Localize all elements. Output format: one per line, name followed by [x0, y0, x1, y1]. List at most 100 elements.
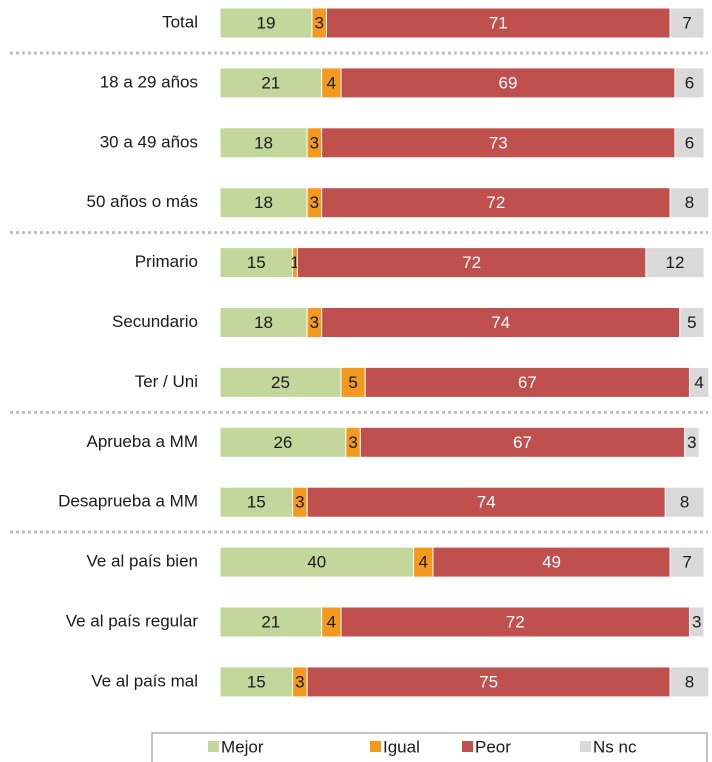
value-label: 3: [692, 612, 701, 631]
bar-segment: [296, 247, 647, 279]
value-label: 49: [542, 553, 561, 572]
bar-segment: [684, 426, 700, 458]
value-label: 74: [477, 493, 496, 512]
value-label: 15: [247, 672, 266, 691]
bar-segment: [359, 426, 686, 458]
value-label: 6: [685, 73, 694, 92]
bar-segment: [674, 127, 705, 159]
bar-segment: [664, 486, 705, 518]
bar-segment: [219, 127, 308, 159]
bar-segment: [219, 606, 323, 638]
category-label: 50 años o más: [86, 192, 198, 211]
legend-label: Mejor: [221, 737, 264, 756]
value-label: 15: [247, 253, 266, 272]
bar-segment: [669, 546, 705, 578]
legend-label: Peor: [475, 737, 511, 756]
legend-label: Igual: [383, 737, 420, 756]
value-label: 75: [479, 672, 498, 691]
value-label: 71: [489, 13, 508, 32]
bar-segment: [669, 666, 710, 698]
category-label: Desaprueba a MM: [58, 492, 198, 511]
category-label: Ve al país mal: [91, 671, 198, 690]
value-label: 19: [257, 13, 276, 32]
value-label: 3: [314, 13, 323, 32]
value-label: 7: [682, 553, 691, 572]
bar-segment: [645, 247, 705, 279]
bar-segment: [219, 666, 294, 698]
bar-segment: [669, 187, 710, 219]
bar-segment: [219, 366, 342, 398]
value-label: 12: [665, 253, 684, 272]
category-label: Ve al país regular: [66, 611, 199, 630]
bar-segment: [340, 606, 690, 638]
legend-swatch: [208, 741, 219, 752]
value-label: 18: [254, 193, 273, 212]
value-label: 1: [290, 253, 299, 272]
bar-segment: [340, 366, 366, 398]
value-label: 8: [680, 493, 689, 512]
legend-swatch: [580, 741, 591, 752]
category-label: 18 a 29 años: [100, 72, 198, 91]
value-label: 72: [486, 193, 505, 212]
value-label: 7: [682, 13, 691, 32]
legend-swatch: [462, 741, 473, 752]
legend-label: Ns nc: [593, 737, 637, 756]
value-label: 18: [254, 313, 273, 332]
value-label: 8: [685, 193, 694, 212]
value-label: 3: [310, 313, 319, 332]
value-label: 21: [261, 73, 280, 92]
bar-segment: [340, 67, 676, 99]
category-label: Ve al país bien: [86, 552, 198, 571]
value-label: 26: [273, 433, 292, 452]
value-label: 21: [261, 612, 280, 631]
bar-segment: [325, 7, 671, 39]
bar-segment: [432, 546, 671, 578]
bar-segment: [219, 7, 313, 39]
legend-swatch: [370, 741, 381, 752]
value-label: 40: [307, 553, 326, 572]
value-label: 4: [327, 612, 336, 631]
bar-segment: [674, 67, 705, 99]
value-label: 8: [685, 672, 694, 691]
bar-segment: [219, 426, 347, 458]
value-label: 3: [310, 193, 319, 212]
value-label: 5: [687, 313, 696, 332]
value-label: 69: [499, 73, 518, 92]
value-label: 72: [462, 253, 481, 272]
value-label: 4: [694, 373, 703, 392]
value-label: 5: [348, 373, 357, 392]
legend-box: [151, 732, 708, 762]
bar-segment: [321, 307, 681, 338]
bar-segment: [669, 7, 705, 39]
value-label: 73: [489, 133, 508, 152]
value-label: 74: [491, 313, 510, 332]
value-label: 6: [685, 133, 694, 152]
bar-segment: [321, 187, 671, 219]
value-label: 67: [513, 433, 532, 452]
value-label: 4: [327, 73, 336, 92]
value-label: 18: [254, 133, 273, 152]
category-label: Total: [162, 12, 198, 31]
value-label: 4: [419, 553, 428, 572]
bar-segment: [688, 606, 705, 638]
value-label: 3: [295, 672, 304, 691]
bar-segment: [688, 366, 710, 398]
category-label: Secundario: [112, 312, 198, 331]
bar-segment: [321, 127, 676, 159]
value-label: 67: [518, 373, 537, 392]
value-label: 72: [506, 612, 525, 631]
value-label: 3: [310, 133, 319, 152]
category-label: Ter / Uni: [135, 372, 198, 391]
value-label: 3: [687, 433, 696, 452]
category-label: Aprueba a MM: [87, 432, 199, 451]
category-label: 30 a 49 años: [100, 132, 198, 151]
value-label: 25: [271, 373, 290, 392]
bar-segment: [679, 307, 705, 338]
value-label: 3: [348, 433, 357, 452]
bar-segment: [219, 307, 308, 338]
category-label: Primario: [135, 252, 198, 271]
value-label: 15: [247, 493, 266, 512]
bar-segment: [219, 486, 294, 518]
value-label: 3: [295, 493, 304, 512]
